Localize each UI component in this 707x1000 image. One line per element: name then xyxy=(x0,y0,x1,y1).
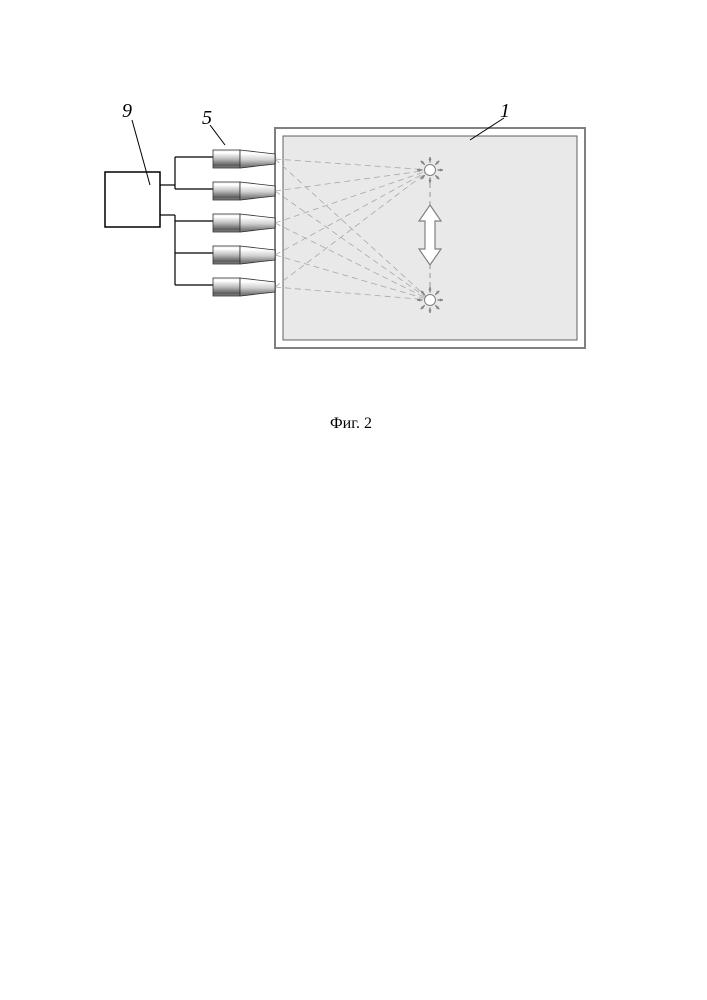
sensor-array xyxy=(213,150,275,296)
callout-9-label: 9 xyxy=(122,100,132,123)
wires xyxy=(160,157,213,285)
diagram-svg xyxy=(0,0,707,1000)
callout-1-label: 1 xyxy=(500,100,510,123)
callout-5-label: 5 xyxy=(202,107,212,130)
page: 9 5 1 Фиг. 2 xyxy=(0,0,707,1000)
control-box xyxy=(105,172,160,227)
figure-caption: Фиг. 2 xyxy=(330,415,372,433)
